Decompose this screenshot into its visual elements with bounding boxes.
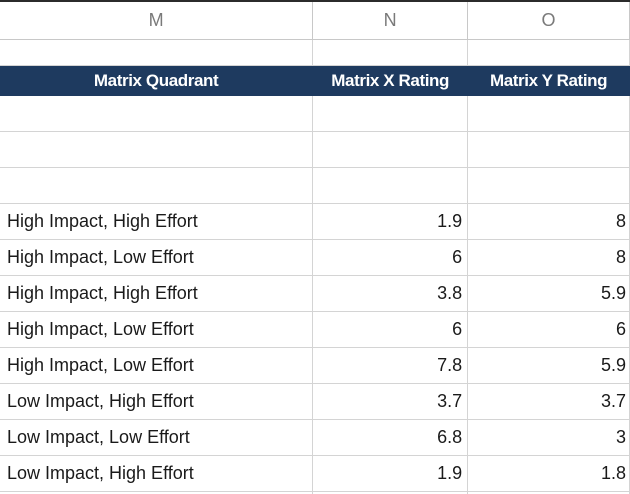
cell[interactable] xyxy=(467,167,630,204)
header-cell-matrix-quadrant[interactable]: Matrix Quadrant xyxy=(0,65,314,96)
quadrant-cell[interactable]: Low Impact, Low Effort xyxy=(0,419,314,456)
cell[interactable] xyxy=(312,131,469,168)
cell[interactable] xyxy=(467,131,630,168)
header-cell-matrix-y-rating[interactable]: Matrix Y Rating xyxy=(467,65,630,96)
x-rating-cell[interactable]: 6 xyxy=(312,239,469,276)
empty-row xyxy=(0,491,630,494)
table-row: Low Impact, Low Effort 6.8 3 xyxy=(0,419,630,456)
table-row: High Impact, Low Effort 7.8 5.9 xyxy=(0,347,630,384)
cell[interactable] xyxy=(467,95,630,132)
cell[interactable] xyxy=(312,95,469,132)
y-rating-cell[interactable]: 8 xyxy=(467,239,630,276)
cell[interactable] xyxy=(467,491,630,494)
x-rating-cell[interactable]: 1.9 xyxy=(312,455,469,492)
table-row: High Impact, High Effort 1.9 8 xyxy=(0,203,630,240)
quadrant-cell[interactable]: Low Impact, High Effort xyxy=(0,455,314,492)
x-rating-cell[interactable]: 6.8 xyxy=(312,419,469,456)
table-row: High Impact, High Effort 3.8 5.9 xyxy=(0,275,630,312)
quadrant-cell[interactable]: High Impact, Low Effort xyxy=(0,311,314,348)
empty-row xyxy=(0,131,630,168)
cell[interactable] xyxy=(312,39,469,66)
table-row: Low Impact, High Effort 3.7 3.7 xyxy=(0,383,630,420)
cell[interactable] xyxy=(467,39,630,66)
empty-row xyxy=(0,95,630,132)
x-rating-cell[interactable]: 3.7 xyxy=(312,383,469,420)
y-rating-cell[interactable]: 6 xyxy=(467,311,630,348)
quadrant-cell[interactable]: High Impact, High Effort xyxy=(0,275,314,312)
y-rating-cell[interactable]: 3.7 xyxy=(467,383,630,420)
table-row: High Impact, Low Effort 6 8 xyxy=(0,239,630,276)
y-rating-cell[interactable]: 5.9 xyxy=(467,347,630,384)
table-header-row: Matrix Quadrant Matrix X Rating Matrix Y… xyxy=(0,65,630,96)
quadrant-cell[interactable]: High Impact, Low Effort xyxy=(0,347,314,384)
cell[interactable] xyxy=(0,491,314,494)
cell[interactable] xyxy=(0,167,314,204)
cell[interactable] xyxy=(0,95,314,132)
x-rating-cell[interactable]: 7.8 xyxy=(312,347,469,384)
quadrant-cell[interactable]: High Impact, High Effort xyxy=(0,203,314,240)
cell[interactable] xyxy=(312,491,469,494)
table-row: Low Impact, High Effort 1.9 1.8 xyxy=(0,455,630,492)
cell[interactable] xyxy=(0,39,314,66)
column-header-n[interactable]: N xyxy=(312,0,469,40)
x-rating-cell[interactable]: 6 xyxy=(312,311,469,348)
x-rating-cell[interactable]: 1.9 xyxy=(312,203,469,240)
y-rating-cell[interactable]: 5.9 xyxy=(467,275,630,312)
quadrant-cell[interactable]: High Impact, Low Effort xyxy=(0,239,314,276)
column-header-m[interactable]: M xyxy=(0,0,314,40)
column-header-o[interactable]: O xyxy=(467,0,630,40)
cell[interactable] xyxy=(312,167,469,204)
empty-row xyxy=(0,167,630,204)
y-rating-cell[interactable]: 8 xyxy=(467,203,630,240)
x-rating-cell[interactable]: 3.8 xyxy=(312,275,469,312)
column-header-row: M N O xyxy=(0,0,630,40)
y-rating-cell[interactable]: 1.8 xyxy=(467,455,630,492)
y-rating-cell[interactable]: 3 xyxy=(467,419,630,456)
cell[interactable] xyxy=(0,131,314,168)
table-row: High Impact, Low Effort 6 6 xyxy=(0,311,630,348)
quadrant-cell[interactable]: Low Impact, High Effort xyxy=(0,383,314,420)
header-cell-matrix-x-rating[interactable]: Matrix X Rating xyxy=(312,65,469,96)
empty-row xyxy=(0,39,630,66)
